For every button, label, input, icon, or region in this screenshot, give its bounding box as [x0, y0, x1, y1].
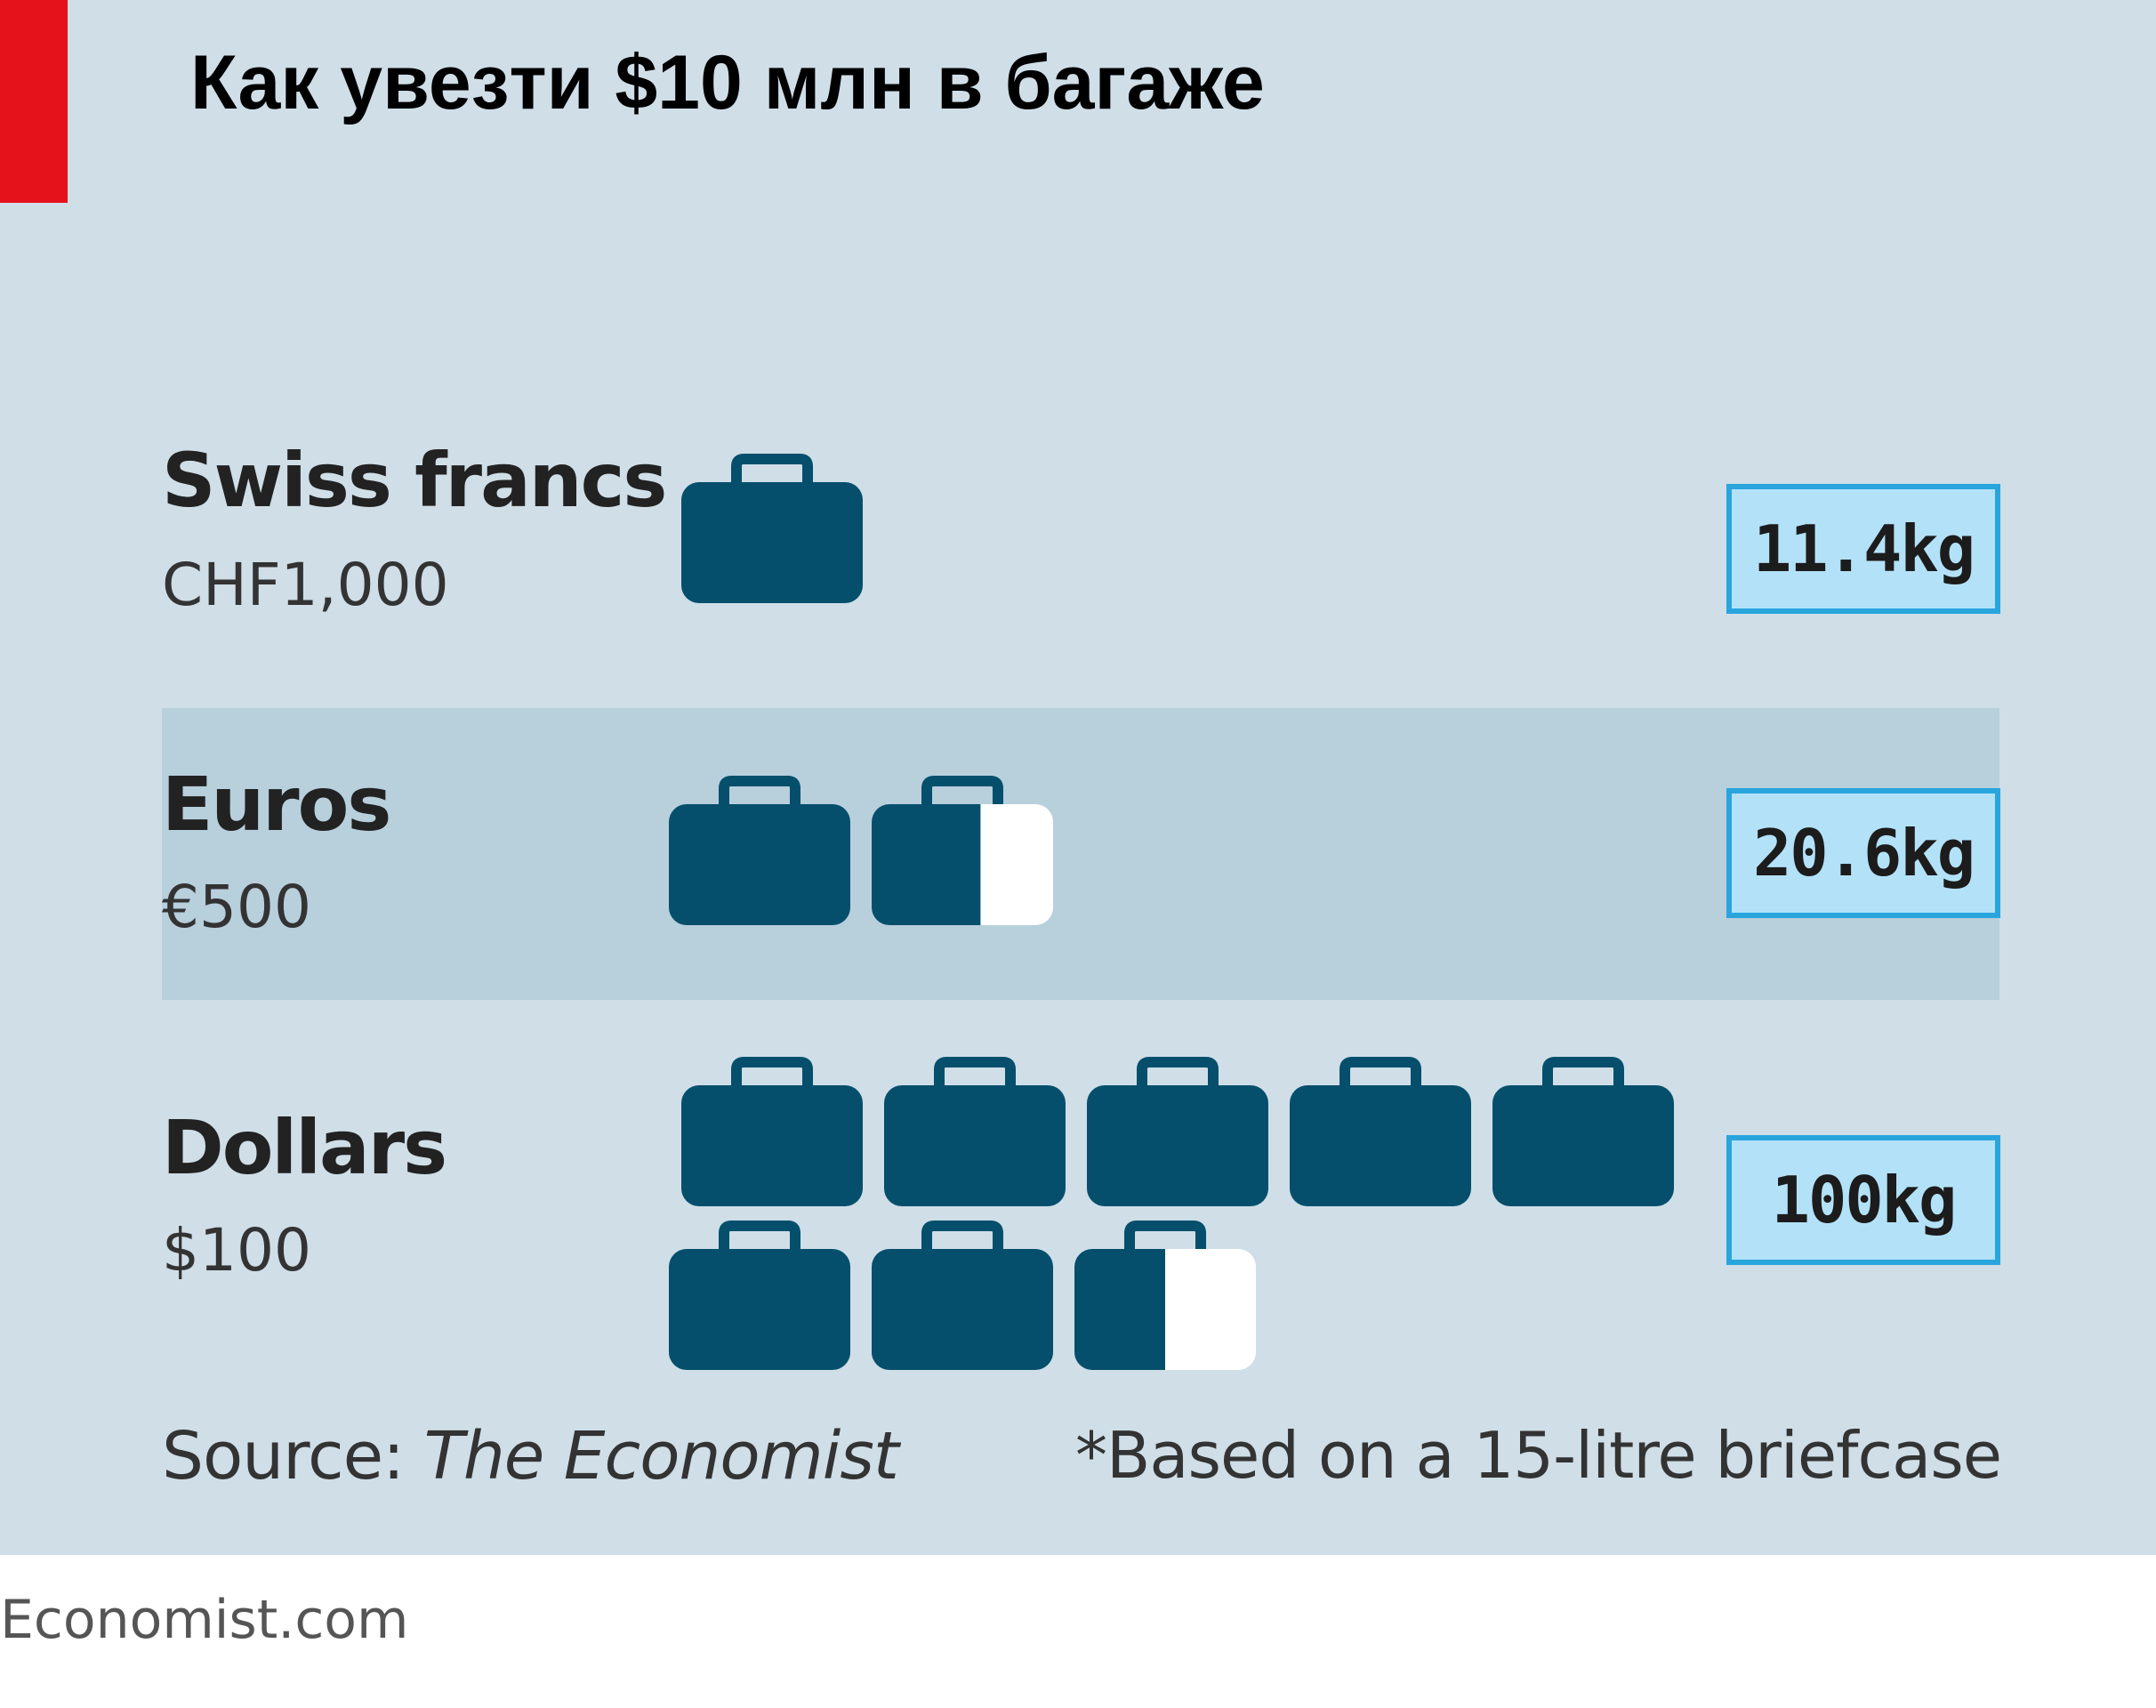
briefcase-icon	[1492, 1057, 1674, 1206]
source-name: The Economist	[423, 1418, 899, 1494]
briefcase-icon	[884, 1057, 1066, 1206]
briefcase-icon	[669, 776, 850, 925]
briefcase-icon	[872, 1221, 1053, 1370]
briefcase-icon	[681, 454, 863, 603]
weight-badge: 100kg	[1726, 1135, 2000, 1265]
denomination-label: €500	[162, 873, 311, 941]
highlight-band	[162, 708, 1999, 1000]
briefcase-group	[681, 454, 863, 603]
briefcase-icon	[1074, 1221, 1256, 1370]
currency-label: Dollars	[162, 1104, 447, 1191]
currency-label: Euros	[162, 761, 391, 848]
briefcase-icon	[1087, 1057, 1268, 1206]
chart-title: Как увезти $10 млн в багаже	[190, 40, 1265, 125]
currency-label: Swiss francs	[162, 437, 667, 524]
weight-badge: 20.6kg	[1726, 788, 2000, 918]
source-note: Source: The Economist	[162, 1418, 899, 1494]
briefcase-icon	[1290, 1057, 1471, 1206]
accent-red-bar	[0, 0, 68, 203]
briefcase-icon	[681, 1057, 863, 1206]
briefcase-group	[669, 776, 1053, 925]
chart-panel: Как увезти $10 млн в багаже Swiss francs…	[0, 0, 2156, 1555]
denomination-label: $100	[162, 1216, 311, 1285]
briefcase-icon	[669, 1221, 850, 1370]
site-credit: Economist.com	[0, 1589, 409, 1651]
briefcase-group	[669, 1057, 1674, 1370]
denomination-label: CHF1,000	[162, 551, 449, 619]
briefcase-icon	[872, 776, 1053, 925]
source-label: Source:	[162, 1418, 424, 1494]
footnote: *Based on a 15-litre briefcase	[1075, 1418, 2002, 1493]
weight-badge: 11.4kg	[1726, 484, 2000, 614]
